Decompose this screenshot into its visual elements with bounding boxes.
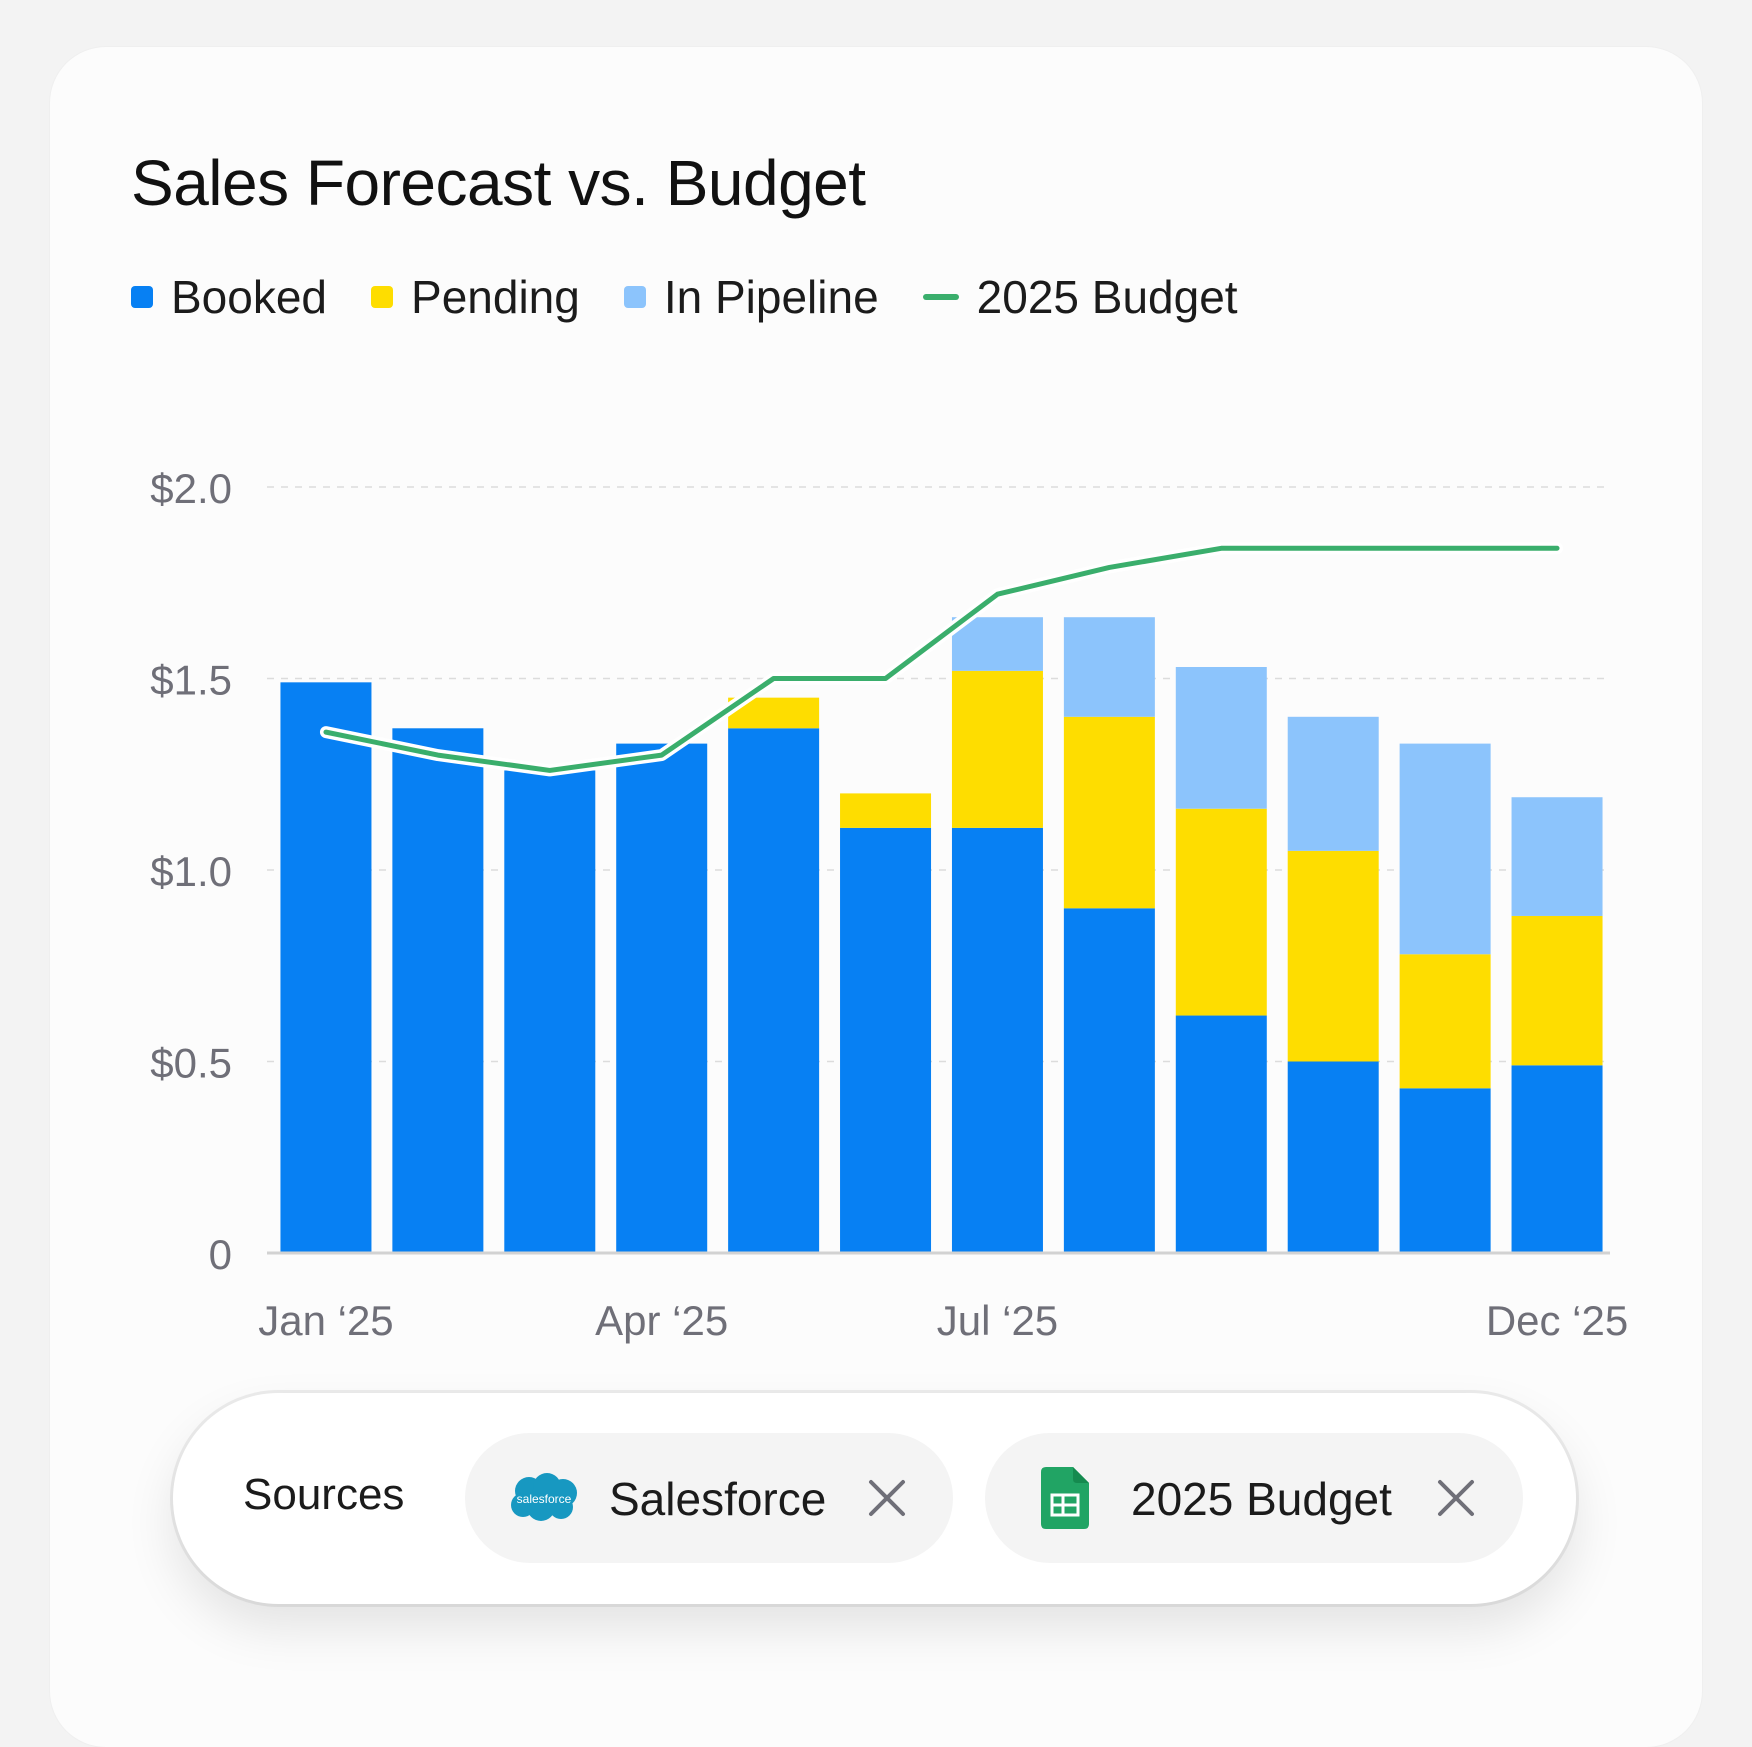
legend-label-booked: Booked: [171, 271, 328, 323]
x-tick-label: Jan ‘25: [258, 1297, 393, 1344]
x-tick-label: Apr ‘25: [595, 1297, 728, 1344]
y-tick-label: $2.0: [150, 465, 232, 512]
sources-bar: Sources salesforce Salesforce 2025: [173, 1393, 1576, 1604]
salesforce-logo-icon: salesforce: [511, 1473, 577, 1521]
x-tick-label: Dec ‘25: [1486, 1297, 1628, 1344]
bar-booked: [951, 827, 1043, 1253]
x-tick-label: Jul ‘25: [937, 1297, 1058, 1344]
source-chip-2025-budget[interactable]: 2025 Budget: [985, 1433, 1523, 1563]
legend-item-pending: Pending: [371, 270, 580, 324]
bar-in-pipeline: [951, 617, 1043, 671]
legend-swatch-in-pipeline: [623, 286, 646, 308]
salesforce-logo-text: salesforce: [517, 1492, 572, 1506]
y-tick-label: $1.5: [150, 657, 232, 704]
bar-booked: [1175, 1015, 1267, 1253]
y-tick-label: 0: [209, 1231, 232, 1278]
bar-booked: [616, 743, 708, 1253]
bar-in-pipeline: [1399, 743, 1491, 955]
legend-swatch-booked: [131, 286, 153, 308]
bar-booked: [1063, 908, 1155, 1253]
legend-item-in-pipeline: In Pipeline: [623, 270, 879, 324]
bar-booked: [1511, 1065, 1603, 1253]
bar-pending: [951, 670, 1043, 828]
bar-in-pipeline: [1175, 667, 1267, 809]
bar-booked: [840, 827, 932, 1253]
bar-pending: [1175, 808, 1267, 1016]
bar-booked: [280, 682, 372, 1253]
source-chip-salesforce-label: Salesforce: [609, 1473, 827, 1525]
budget-line: [323, 545, 1560, 773]
chart-title: Sales Forecast vs. Budget: [131, 147, 866, 219]
y-tick-label: $0.5: [150, 1040, 232, 1087]
google-sheets-icon: [1041, 1467, 1089, 1529]
remove-salesforce-close-icon[interactable]: [863, 1474, 911, 1522]
legend-label-in-pipeline: In Pipeline: [663, 271, 879, 323]
bar-in-pipeline: [1063, 617, 1155, 717]
chart-legend: Booked Pending In Pipeline 2025 Budget: [131, 270, 1282, 324]
legend-label-2025-budget: 2025 Budget: [976, 271, 1238, 323]
remove-2025-budget-close-icon[interactable]: [1432, 1474, 1480, 1522]
bar-booked: [1399, 1088, 1491, 1253]
bar-booked: [1287, 1061, 1379, 1253]
bar-in-pipeline: [1287, 716, 1379, 851]
bar-booked: [392, 728, 484, 1253]
bar-booked: [728, 728, 820, 1253]
bar-in-pipeline: [1511, 797, 1603, 916]
sources-label: Sources: [243, 1470, 405, 1519]
bar-pending: [1063, 716, 1155, 909]
legend-item-booked: Booked: [131, 270, 327, 324]
source-chip-2025-budget-label: 2025 Budget: [1131, 1473, 1392, 1525]
legend-swatch-pending: [371, 286, 394, 308]
legend-label-pending: Pending: [411, 271, 580, 323]
stacked-bar-chart: 0 $0.5 $1.0 $1.5 $2.0 Jan ‘25 Apr ‘25 Jul ‘25 De…: [150, 465, 1628, 1344]
bar-pending: [1511, 915, 1603, 1066]
bar-booked: [504, 770, 596, 1253]
bar-pending: [1287, 850, 1379, 1062]
bar-pending: [1399, 954, 1491, 1089]
y-tick-label: $1.0: [150, 848, 232, 895]
source-chip-salesforce[interactable]: salesforce Salesforce: [465, 1433, 953, 1563]
bar-pending: [840, 793, 932, 828]
legend-swatch-2025-budget: [922, 294, 959, 300]
legend-item-2025-budget: 2025 Budget: [922, 270, 1238, 324]
